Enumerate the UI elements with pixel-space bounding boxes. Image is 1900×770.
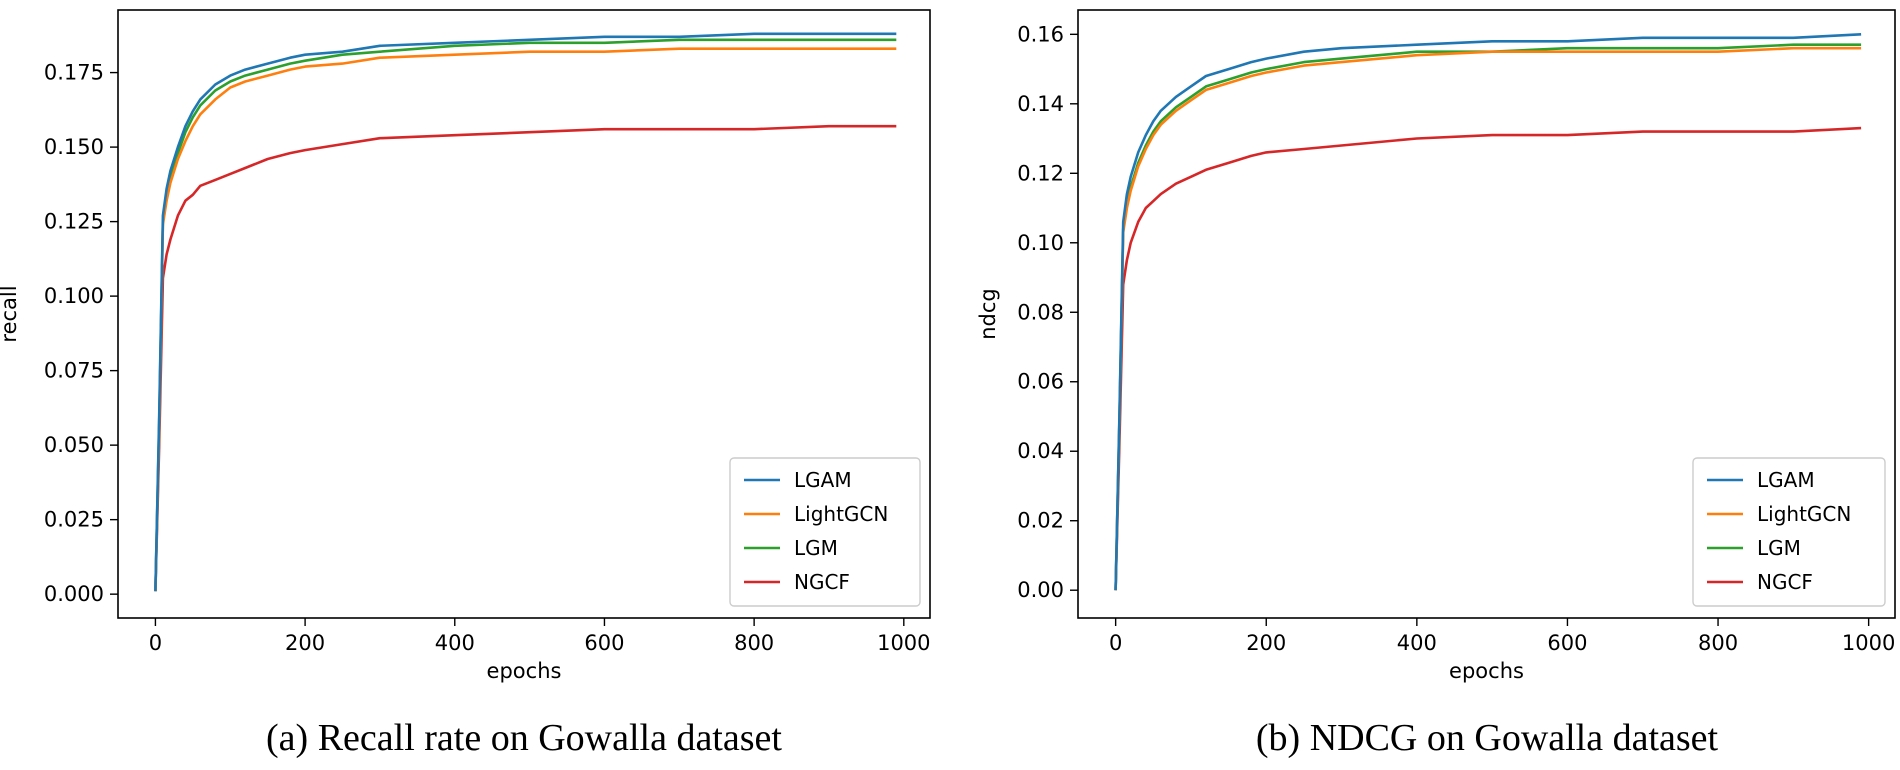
chart-b-y-tick-label: 0.02 (1017, 509, 1064, 533)
chart-a-x-tick-label: 400 (435, 631, 475, 655)
chart-a-legend-label-lgm: LGM (794, 536, 838, 560)
chart-b-y-tick-label: 0.10 (1017, 231, 1064, 255)
chart-a-caption: (a) Recall rate on Gowalla dataset (266, 717, 782, 759)
chart-a-series-ngcf-line (154, 124, 897, 592)
chart-b-x-tick-label: 400 (1397, 631, 1437, 655)
chart-b: 0 200 400 600 800 1000 0.00 0.02 0.04 0.06 0.08 0.1… (976, 9, 1896, 759)
chart-a-y-tick-label: 0.000 (44, 582, 104, 606)
chart-a-x-tick-label: 0 (149, 631, 162, 655)
chart-b-series-lightgcn-line (1114, 46, 1862, 591)
chart-b-x-tick-label: 1000 (1842, 631, 1895, 655)
chart-b-x-tick-label: 0 (1109, 631, 1122, 655)
chart-a-legend-label-ngcf: NGCF (794, 570, 850, 594)
chart-b-y-tick-label: 0.16 (1017, 22, 1064, 46)
chart-b-series-lgam-line (1114, 33, 1862, 591)
chart-b-caption: (b) NDCG on Gowalla dataset (1256, 717, 1719, 759)
chart-a-y-tick-label: 0.175 (44, 61, 104, 85)
chart-a-series-lightgcn-line (154, 47, 897, 592)
chart-a-plot-frame (117, 9, 931, 619)
chart-b-y-axis-label: ndcg (976, 288, 1000, 340)
chart-b-legend-label-ngcf: NGCF (1757, 570, 1813, 594)
chart-b-y-tick-label: 0.04 (1017, 439, 1064, 463)
chart-a-y-tick-label: 0.050 (44, 433, 104, 457)
chart-b-y-tick-label: 0.06 (1017, 370, 1064, 394)
chart-b-series-ngcf-line (1114, 126, 1862, 591)
chart-b-x-tick-label: 600 (1547, 631, 1587, 655)
chart-b-x-tick-label: 200 (1246, 631, 1286, 655)
chart-a-series-lgam-line (154, 32, 897, 592)
chart-b-x-axis-label: epochs (1449, 659, 1524, 683)
chart-b-y-tick-label: 0.00 (1017, 578, 1064, 602)
chart-b-y-tick-label: 0.08 (1017, 300, 1064, 324)
chart-a-x-tick-label: 200 (285, 631, 325, 655)
chart-a-y-tick-label: 0.100 (44, 284, 104, 308)
chart-a-x-tick-label: 600 (584, 631, 624, 655)
chart-a-x-tick-label: 1000 (877, 631, 930, 655)
chart-a-legend: LGAM LightGCN LGM NGCF (729, 457, 921, 607)
chart-b-legend-box (1692, 457, 1886, 607)
chart-b-legend-label-lightgcn: LightGCN (1757, 502, 1851, 526)
chart-a-y-tick-label: 0.025 (44, 508, 104, 532)
chart-a-y-tick-label: 0.150 (44, 135, 104, 159)
chart-b-legend: LGAM LightGCN LGM NGCF (1692, 457, 1886, 607)
chart-a-legend-box (729, 457, 921, 607)
chart-a: 0 200 400 600 800 1000 0.000 0.025 0.050 0.075 0.1… (0, 9, 931, 759)
chart-b-y-tick-label: 0.14 (1017, 92, 1064, 116)
chart-a-y-tick-label: 0.075 (44, 359, 104, 383)
chart-a-legend-label-lightgcn: LightGCN (794, 502, 888, 526)
chart-a-y-axis-label: recall (0, 285, 21, 342)
chart-b-legend-label-lgm: LGM (1757, 536, 1801, 560)
chart-b-x-tick-label: 800 (1698, 631, 1738, 655)
chart-a-x-tick-label: 800 (734, 631, 774, 655)
chart-a-legend-label-lgam: LGAM (794, 468, 852, 492)
chart-b-legend-label-lgam: LGAM (1757, 468, 1815, 492)
chart-b-plot-frame (1077, 9, 1896, 619)
chart-a-x-axis-label: epochs (487, 659, 562, 683)
chart-b-y-tick-label: 0.12 (1017, 161, 1064, 185)
chart-a-y-tick-label: 0.125 (44, 210, 104, 234)
